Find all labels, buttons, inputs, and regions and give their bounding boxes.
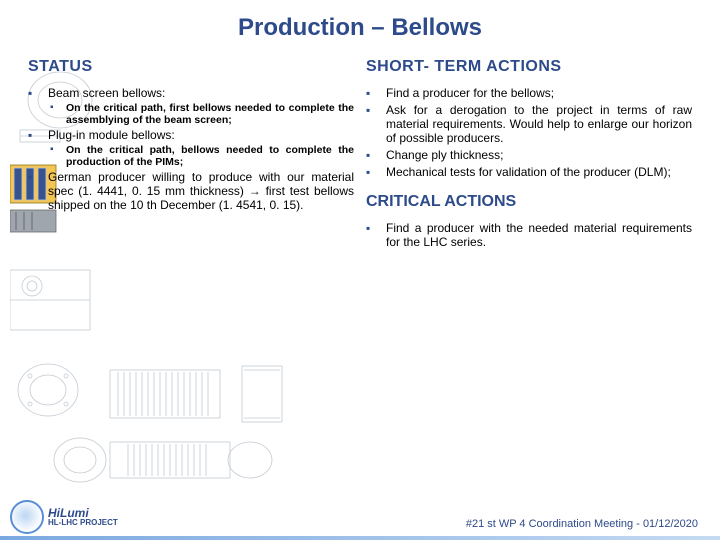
logo-icon (10, 500, 44, 534)
logo-line2: HL-LHC PROJECT (48, 519, 118, 527)
short-term-list: Find a producer for the bellows; Ask for… (366, 86, 692, 179)
actions-column: SHORT- TERM ACTIONS Find a producer for … (366, 58, 692, 252)
status-column: STATUS Beam screen bellows: On the criti… (28, 58, 354, 252)
footer-decoration (0, 536, 720, 540)
columns: STATUS Beam screen bellows: On the criti… (28, 58, 692, 252)
status-heading: STATUS (28, 58, 354, 76)
short-term-heading: SHORT- TERM ACTIONS (366, 58, 692, 76)
critical-heading: CRITICAL ACTIONS (366, 193, 692, 211)
footer-logo: HiLumi HL-LHC PROJECT (10, 500, 118, 534)
status-list: Beam screen bellows: On the critical pat… (28, 86, 354, 212)
status-beam-sub: On the critical path, first bellows need… (48, 102, 354, 126)
short-term-item-2: Change ply thickness; (366, 148, 692, 162)
status-item-plug: Plug-in module bellows: On the critical … (28, 128, 354, 168)
short-term-item-3: Mechanical tests for validation of the p… (366, 165, 692, 179)
footer-note: #21 st WP 4 Coordination Meeting - 01/12… (466, 518, 698, 530)
short-term-item-1: Ask for a derogation to the project in t… (366, 103, 692, 145)
short-term-item-0: Find a producer for the bellows; (366, 86, 692, 100)
slide-title: Production – Bellows (28, 14, 692, 42)
status-beam-text: Beam screen bellows: (48, 86, 165, 100)
status-item-german: German producer willing to produce with … (28, 170, 354, 212)
critical-item-0: Find a producer with the needed material… (366, 221, 692, 249)
slide: Production – Bellows STATUS Beam screen … (0, 0, 720, 540)
logo-text-wrap: HiLumi HL-LHC PROJECT (48, 507, 118, 527)
status-plug-text: Plug-in module bellows: (48, 128, 175, 142)
status-plug-sub: On the critical path, bellows needed to … (48, 144, 354, 168)
critical-list: Find a producer with the needed material… (366, 221, 692, 249)
status-item-beam: Beam screen bellows: On the critical pat… (28, 86, 354, 126)
